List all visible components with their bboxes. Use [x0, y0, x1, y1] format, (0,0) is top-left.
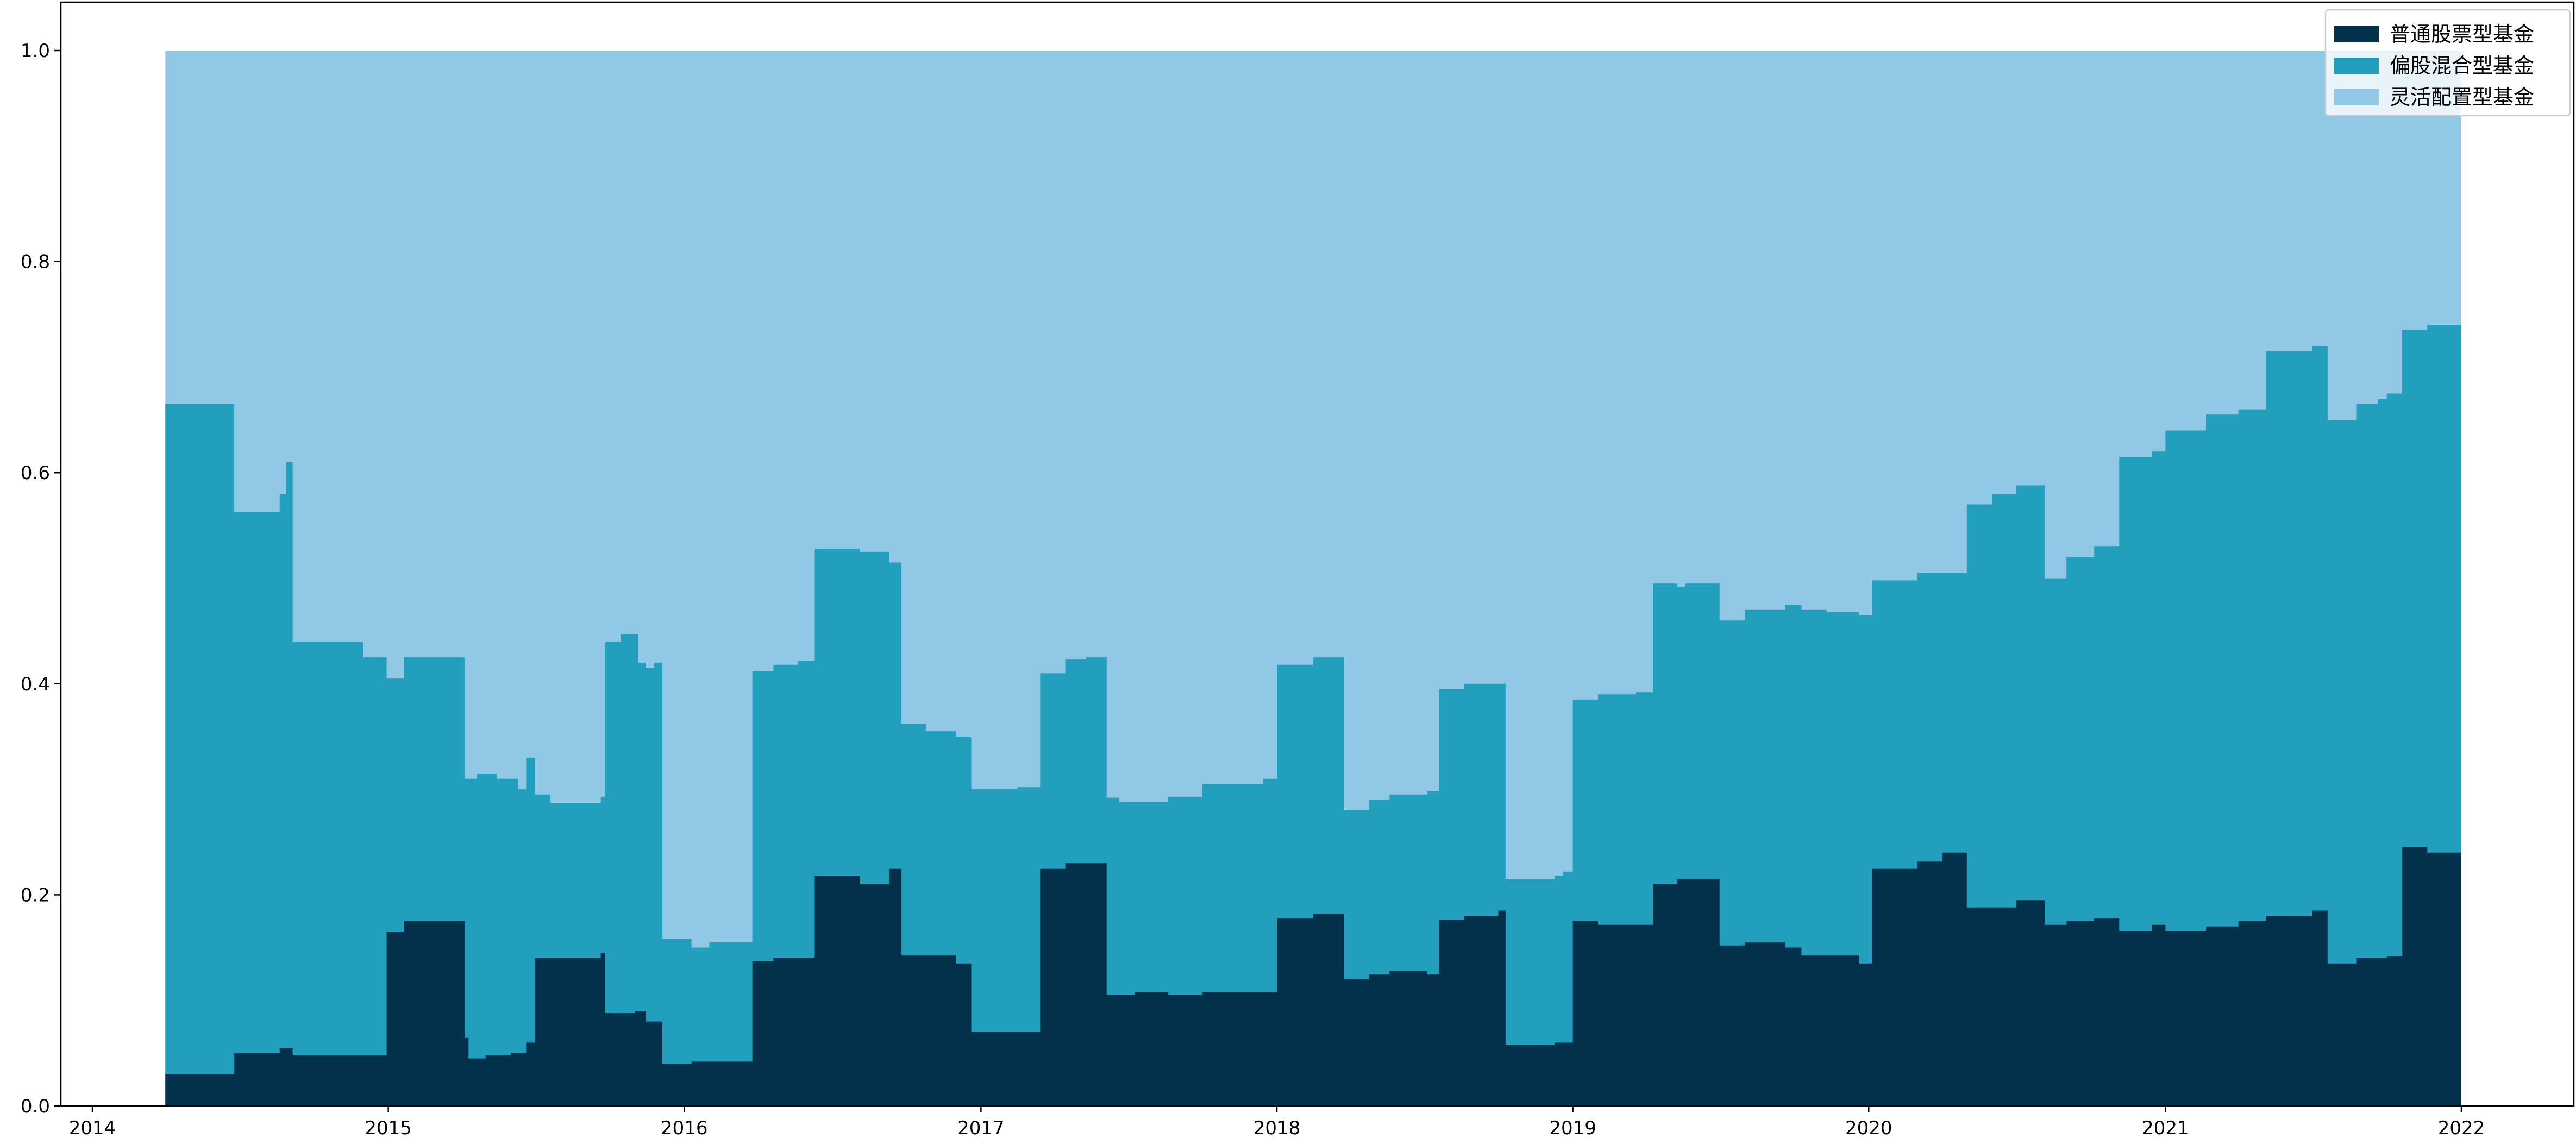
y-tick-label: 0.6	[21, 462, 50, 484]
x-tick-label: 2022	[2438, 1117, 2485, 1139]
axes-layer: 2014 2015 2016 2017 2018 2019 2020 2021 2022 0.0 0…	[21, 1, 2575, 1139]
legend-label-0: 普通股票型基金	[2390, 22, 2534, 46]
y-tick-label: 0.8	[21, 252, 50, 273]
x-tick-label: 2015	[365, 1117, 412, 1139]
legend-box	[2324, 9, 2571, 117]
x-tick-label: 2018	[1253, 1117, 1301, 1139]
x-tick-label: 2016	[661, 1117, 708, 1139]
plot-frame	[60, 1, 2575, 1107]
legend-label-2: 灵活配置型基金	[2390, 85, 2534, 109]
legend-swatch-2	[2334, 89, 2379, 105]
x-tick-label: 2017	[957, 1117, 1005, 1139]
area-series-0	[165, 847, 2462, 1106]
x-tick-label: 2014	[69, 1117, 116, 1139]
y-tick-label: 1.0	[21, 40, 50, 62]
x-tick-label: 2019	[1549, 1117, 1596, 1139]
legend-swatch-1	[2334, 58, 2379, 74]
legend-swatch-0	[2334, 26, 2379, 42]
x-tick-label: 2021	[2142, 1117, 2189, 1139]
y-tick-label: 0.2	[21, 884, 50, 906]
x-tick-label: 2020	[1845, 1117, 1892, 1139]
area-layer	[165, 51, 2462, 1107]
y-tick-label: 0.4	[21, 674, 50, 695]
y-tick-label: 0.0	[21, 1096, 50, 1117]
legend-label-1: 偏股混合型基金	[2390, 54, 2534, 78]
